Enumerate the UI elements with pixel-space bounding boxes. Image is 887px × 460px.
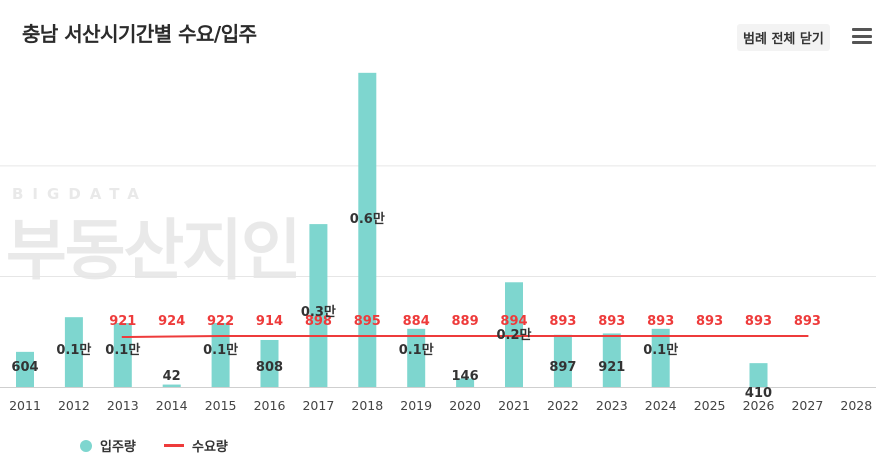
legend-toggle-button[interactable]: 범례 전체 닫기 (737, 24, 830, 51)
line-data-label: 893 (696, 314, 723, 329)
legend-item-line[interactable]: 수요량 (164, 436, 228, 455)
line-data-label: 893 (794, 314, 821, 329)
line-data-label: 914 (256, 314, 283, 329)
x-tick-label: 2028 (840, 398, 872, 413)
x-tick-label: 2013 (107, 398, 139, 413)
x-tick-label: 2017 (302, 398, 334, 413)
bar-data-label: 897 (549, 360, 576, 375)
x-tick-label: 2011 (9, 398, 41, 413)
line-data-label: 924 (158, 314, 185, 329)
page-title: 충남 서산시기간별 수요/입주 (22, 22, 257, 46)
bar (553, 334, 572, 387)
line-data-label: 893 (598, 314, 625, 329)
legend-label-bars: 입주량 (100, 440, 136, 455)
line-data-label: 889 (452, 314, 479, 329)
x-tick-label: 2018 (351, 398, 383, 413)
series-line (121, 335, 809, 338)
bar-data-label: 921 (598, 360, 625, 375)
bar-data-label: 808 (256, 360, 283, 375)
bar (407, 328, 426, 387)
line-data-label: 893 (647, 314, 674, 329)
bar-data-label: 0.6만 (350, 211, 385, 227)
legend-item-bars[interactable]: 입주량 (80, 436, 136, 455)
line-data-label: 894 (500, 314, 527, 329)
bar-data-label: 0.1만 (643, 342, 678, 358)
line-data-label: 922 (207, 314, 234, 329)
bar (162, 384, 181, 387)
bar (16, 351, 34, 387)
bar (505, 282, 523, 387)
line-data-label: 895 (354, 314, 381, 329)
x-tick-label: 2015 (205, 398, 237, 413)
hamburger-menu-icon[interactable] (852, 28, 872, 44)
bar-data-label: 146 (452, 369, 479, 384)
bar (749, 363, 768, 387)
line-data-label: 893 (745, 314, 772, 329)
x-tick-label: 2021 (498, 398, 530, 413)
line-data-label: 898 (305, 314, 332, 329)
line-data-label: 893 (549, 314, 576, 329)
legend-circle-icon (80, 439, 92, 452)
line-data-label: 921 (109, 314, 136, 329)
x-tick-label: 2024 (645, 398, 677, 413)
bar-data-label: 604 (11, 360, 38, 375)
bar-data-label: 0.1만 (203, 342, 238, 358)
x-tick-label: 2023 (596, 398, 628, 413)
legend-label-line: 수요량 (192, 440, 228, 455)
x-tick-label: 2016 (254, 398, 286, 413)
x-tick-label: 2022 (547, 398, 579, 413)
bar (260, 339, 279, 387)
bar (358, 72, 377, 388)
bar (113, 323, 132, 387)
line-data-label: 884 (403, 314, 430, 329)
bar-data-label: 0.2만 (497, 327, 532, 343)
bar-data-label: 0.1만 (105, 342, 140, 358)
bar (309, 224, 328, 387)
bar (602, 333, 621, 387)
bar (64, 317, 83, 387)
bar-data-label: 0.3만 (301, 304, 336, 320)
bar (651, 328, 670, 387)
bar-data-label: 0.1만 (399, 342, 434, 358)
x-tick-label: 2012 (58, 398, 90, 413)
legend-line-icon (164, 444, 184, 447)
x-tick-label: 2025 (694, 398, 726, 413)
x-tick-label: 2026 (743, 398, 775, 413)
x-tick-label: 2027 (791, 398, 823, 413)
bar (456, 378, 475, 387)
bar-data-label: 0.1만 (56, 342, 91, 358)
bar (211, 323, 230, 387)
x-tick-label: 2014 (156, 398, 188, 413)
bar-data-label: 410 (745, 386, 772, 401)
x-tick-label: 2019 (400, 398, 432, 413)
bar-data-label: 42 (163, 369, 181, 384)
x-tick-label: 2020 (449, 398, 481, 413)
